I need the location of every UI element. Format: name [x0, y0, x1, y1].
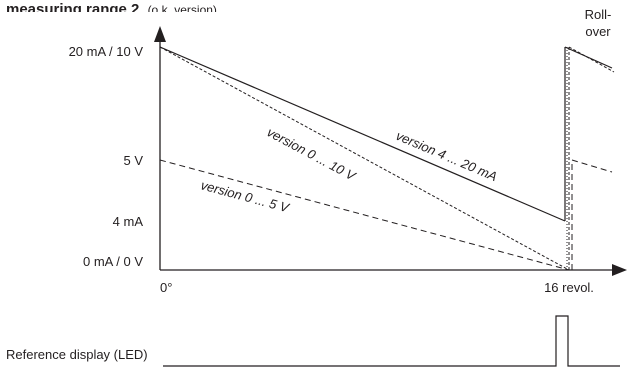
diagram-title: measuring range 2 (o.k. version) — [6, 1, 217, 18]
y-label-4mA: 4 mA — [113, 214, 144, 229]
x-label-end: 16 revol. — [544, 280, 594, 295]
rollover-label-line2: over — [585, 24, 611, 39]
series-version-0-10V — [159, 46, 615, 271]
label-version-0-10V: version 0 ... 10 V — [265, 124, 359, 184]
label-version-4-20mA: version 4 ... 20 mA — [394, 128, 500, 184]
reference-led-pulse — [163, 315, 620, 367]
rollover-label-line1: Roll- — [585, 7, 612, 22]
y-label-20mA-10V: 20 mA / 10 V — [69, 44, 144, 59]
title-sub: (o.k. version) — [148, 3, 217, 17]
label-version-0-5V: version 0 ... 5 V — [199, 177, 291, 215]
x-axis-arrow — [612, 264, 627, 276]
x-label-start: 0° — [160, 280, 172, 295]
series-version-0-5V — [159, 159, 613, 271]
y-axis-arrow — [154, 26, 166, 42]
svg-text:measuring range 2 (o.k.: measuring range 2 (o.k. version) — [6, 1, 217, 18]
title-main: measuring range 2 — [6, 1, 139, 18]
reference-display-label: Reference display (LED) — [6, 347, 148, 362]
y-label-0mA-0V: 0 mA / 0 V — [83, 254, 143, 269]
y-label-5V: 5 V — [123, 153, 143, 168]
